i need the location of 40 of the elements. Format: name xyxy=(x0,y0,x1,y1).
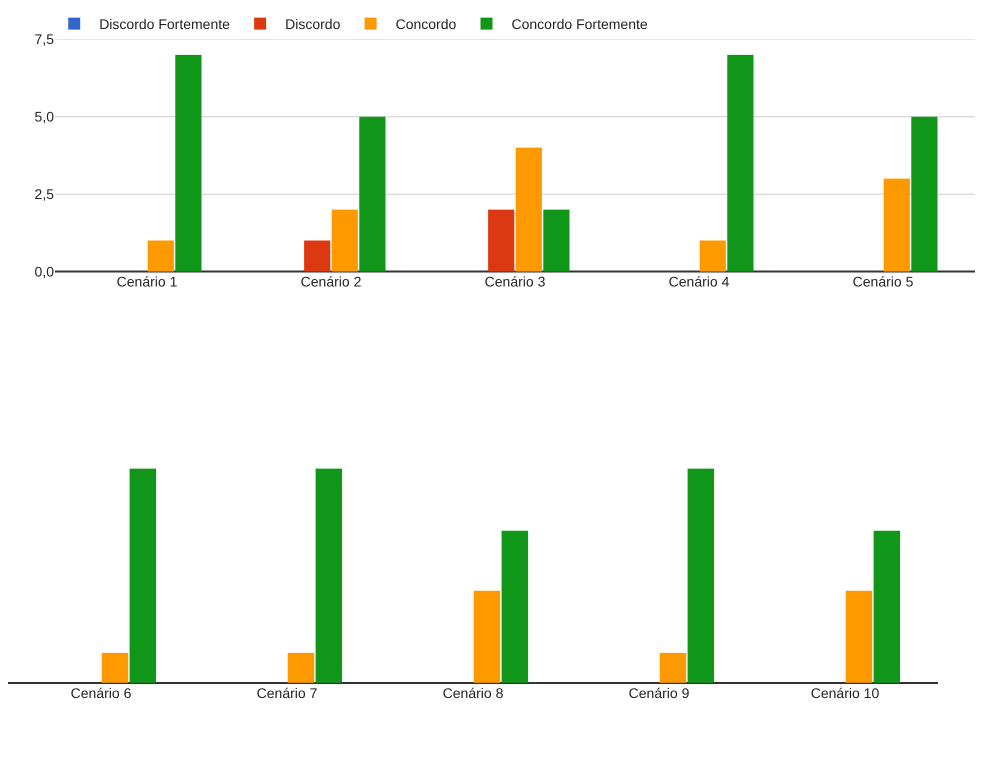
bar xyxy=(660,652,686,683)
bar xyxy=(700,240,726,272)
bar xyxy=(304,240,330,272)
x-tick-label: Cenário 10 xyxy=(810,684,880,701)
y-tick-label: 7,5 xyxy=(34,31,54,48)
bar xyxy=(727,54,754,272)
x-tick-label: Cenário 2 xyxy=(300,273,362,290)
bar xyxy=(359,116,386,272)
x-tick-label: Cenário 9 xyxy=(628,684,690,701)
bar xyxy=(288,652,314,683)
bar xyxy=(502,530,528,683)
x-tick-label: Cenário 5 xyxy=(852,273,914,290)
bar xyxy=(516,148,542,272)
bar xyxy=(102,652,128,683)
bar xyxy=(874,530,900,683)
bar xyxy=(688,468,714,683)
x-tick-label: Cenário 1 xyxy=(116,273,178,290)
x-tick-label: Cenário 4 xyxy=(668,273,730,290)
x-tick-label: Cenário 3 xyxy=(484,273,546,290)
x-tick-label: Cenário 8 xyxy=(442,684,504,701)
bar xyxy=(474,590,500,683)
legend-label: Discordo Fortemente xyxy=(99,16,230,32)
bar xyxy=(543,210,570,272)
x-tick-label: Cenário 6 xyxy=(70,684,132,701)
legend-label: Concordo xyxy=(396,16,457,32)
bar xyxy=(148,240,174,272)
bar xyxy=(488,210,514,272)
legend-label: Concordo Fortemente xyxy=(512,16,648,32)
bar xyxy=(332,210,358,272)
bar xyxy=(911,116,938,272)
y-tick-label: 5,0 xyxy=(34,108,54,125)
bar xyxy=(316,468,342,683)
bar xyxy=(130,468,156,683)
legend-label: Discordo xyxy=(285,16,341,32)
bar xyxy=(175,54,202,272)
y-tick-label: 2,5 xyxy=(34,186,54,202)
x-tick-label: Cenário 7 xyxy=(256,684,318,701)
y-tick-label: 0,0 xyxy=(34,263,54,280)
bar xyxy=(884,178,910,272)
bar xyxy=(846,590,872,683)
